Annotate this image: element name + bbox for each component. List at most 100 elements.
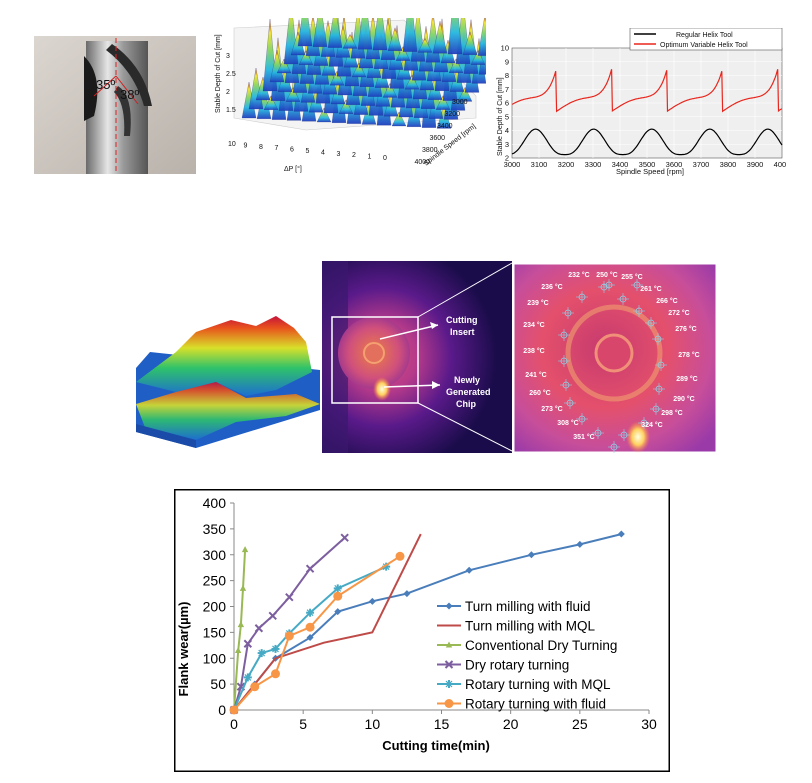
legend-entry: Rotary turning with MQL — [437, 677, 611, 692]
x-tick-label: 7 — [275, 145, 279, 152]
helix-x-tick: 3600 — [666, 160, 683, 169]
data-point — [254, 624, 264, 633]
legend-label: Dry rotary turning — [465, 658, 569, 673]
temperature-label: 272 °C — [668, 309, 689, 317]
series-5 — [229, 551, 405, 715]
x-tick-label: 1 — [368, 154, 372, 161]
legend-marker — [444, 660, 454, 669]
y-tick-label: 250 — [203, 573, 227, 589]
data-point — [403, 590, 411, 598]
x-tick-label: 2 — [352, 152, 356, 159]
helix-y-tick: 7 — [505, 85, 509, 94]
y-tick-label: 150 — [203, 624, 227, 640]
legend-entry: Dry rotary turning — [437, 658, 569, 673]
legend-marker — [445, 602, 453, 610]
y-tick-label: 3000 — [452, 99, 468, 106]
temperature-label: 289 °C — [676, 375, 697, 383]
helix-x-tick: 4000 — [774, 160, 786, 169]
data-point — [239, 584, 247, 591]
x-tick-label: 4 — [321, 149, 325, 156]
y-tick-label: 200 — [203, 599, 227, 615]
thermal-image-panel: Cutting Insert Newly Generated Chip 232 °C 2… — [322, 261, 718, 453]
x-tick-label: 3 — [337, 151, 341, 158]
data-point — [333, 591, 343, 601]
helix-y-tick: 4 — [505, 126, 509, 135]
x-tick-label: 20 — [503, 716, 519, 732]
new-chip-label: Newly Generated Chip — [446, 375, 491, 409]
temperature-label: 241 °C — [525, 371, 546, 379]
data-point — [305, 622, 315, 632]
legend-entry: Turn milling with MQL — [437, 619, 596, 634]
helix-x-label: Spindle Speed [rpm] — [616, 167, 684, 176]
z-tick-label: 3 — [226, 53, 230, 60]
x-tick-label: 0 — [230, 716, 238, 732]
y-tick-label: 350 — [203, 521, 227, 537]
legend-entry: Turn milling with fluid — [437, 599, 591, 614]
data-point — [284, 631, 294, 641]
y-tick-label: 400 — [203, 495, 227, 511]
end-mill-photo: 35º 38º — [34, 36, 196, 174]
helix-x-tick: 3100 — [531, 160, 548, 169]
x-tick-label: 30 — [641, 716, 657, 732]
legend-marker — [444, 699, 454, 708]
legend-optimum: Optimum Variable Helix Tool — [660, 42, 748, 49]
legend-entry: Rotary turning with fluid — [437, 697, 606, 712]
legend-marker — [445, 680, 453, 688]
y-tick-label: 4000 — [415, 159, 431, 166]
helix-y-tick: 6 — [505, 99, 509, 108]
optimum-helix-series — [511, 69, 783, 113]
y-tick-label: 3800 — [422, 147, 438, 154]
data-point — [285, 592, 294, 602]
temperature-label: 238 °C — [523, 347, 544, 355]
helix-y-tick: 9 — [505, 57, 509, 66]
temperature-label: 261 °C — [640, 285, 661, 293]
data-point — [268, 611, 277, 621]
x-tick-label: 5 — [299, 716, 307, 732]
temperature-label: 239 °C — [527, 299, 548, 307]
data-point — [334, 608, 342, 616]
x-tick-label: 0 — [383, 155, 387, 162]
legend-entry: Conventional Dry Turning — [437, 638, 617, 653]
y-tick-label: 0 — [218, 702, 226, 718]
y-tick-label: 50 — [210, 676, 226, 692]
helix-y-tick: 10 — [501, 44, 509, 53]
x-tick-label: 5 — [306, 148, 310, 155]
series-line — [233, 536, 346, 711]
temperature-label: 273 °C — [541, 405, 562, 413]
data-point — [617, 530, 625, 538]
helix-y-label: Stable Depth of Cut [mm] — [497, 77, 504, 156]
x-tick-label: 25 — [572, 716, 588, 732]
helix-x-tick: 3200 — [558, 160, 575, 169]
temperature-label: 290 °C — [673, 395, 694, 403]
data-point — [368, 597, 376, 605]
z-tick-label: 2.5 — [226, 71, 236, 78]
helix-legend: Regular Helix Tool Optimum Variable Heli… — [629, 27, 783, 51]
data-point — [271, 669, 280, 679]
cutting-insert-label: Cutting Insert — [446, 315, 478, 337]
temperature-label: 260 °C — [529, 389, 550, 397]
data-point — [306, 608, 315, 617]
helix-x-tick: 3000 — [504, 160, 521, 169]
data-point — [237, 621, 245, 628]
data-point — [243, 639, 253, 648]
y-tick-label: 3200 — [445, 111, 461, 118]
temperature-label: 266 °C — [656, 297, 677, 305]
data-point — [241, 546, 249, 553]
y-tick-label: 100 — [203, 650, 227, 666]
wear-y-axis-label: Flank wear(µm) — [176, 602, 191, 697]
legend-label: Turn milling with MQL — [465, 619, 596, 634]
series-line — [233, 565, 387, 711]
temperature-label: 236 °C — [541, 283, 562, 291]
z-tick-label: 1.5 — [226, 107, 236, 114]
data-point — [305, 564, 315, 573]
data-point — [243, 673, 252, 682]
legend-label: Turn milling with fluid — [465, 599, 591, 614]
data-point — [465, 566, 473, 574]
helix-y-tick: 5 — [505, 112, 509, 121]
wear-topography-3d — [136, 312, 320, 448]
temperature-label: 308 °C — [557, 419, 578, 427]
x-tick-label: 15 — [434, 716, 450, 732]
x-tick-label: 6 — [290, 147, 294, 154]
legend-marker — [445, 641, 453, 648]
z-tick-label: 2 — [226, 89, 230, 96]
